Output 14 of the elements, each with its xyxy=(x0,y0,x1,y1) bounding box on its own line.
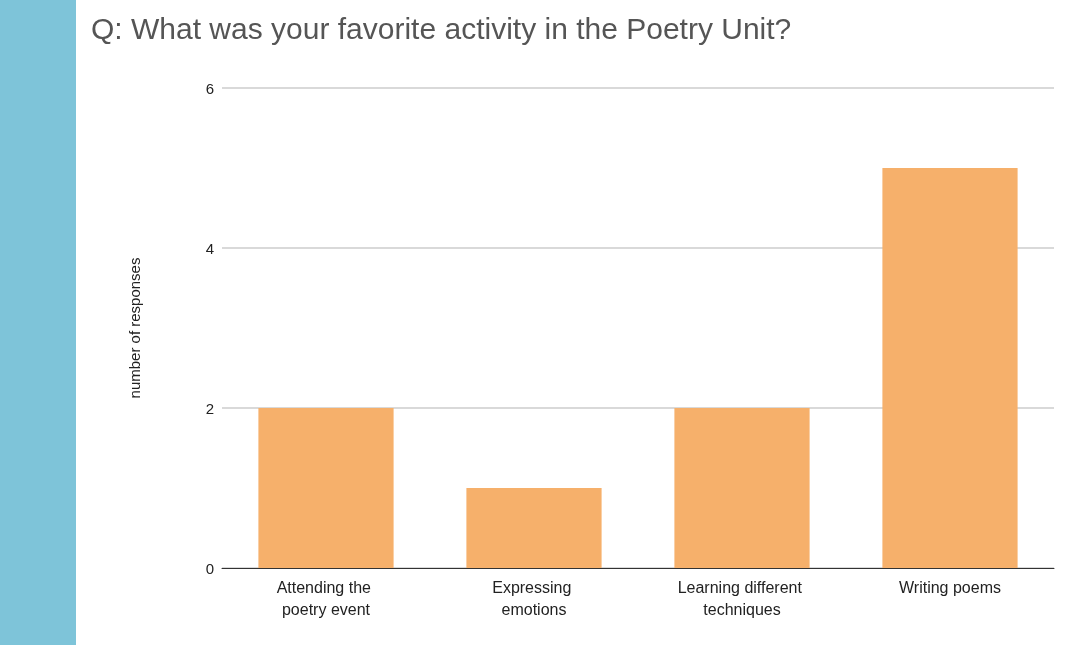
x-tick-label: Expressing emotions xyxy=(492,578,576,618)
y-tick-label: 2 xyxy=(205,399,214,417)
y-axis-title: number of responses xyxy=(126,257,143,399)
y-tick-label: 6 xyxy=(205,79,214,97)
x-tick-label: Attending the poetry event xyxy=(276,578,376,618)
bar xyxy=(466,488,602,568)
y-tick-label: 4 xyxy=(205,239,214,257)
chart-title: Q: What was your favorite activity in the Poetry Unit? xyxy=(91,11,792,45)
x-tick-label: Writing poems xyxy=(899,578,1001,596)
bar xyxy=(674,408,810,568)
bar xyxy=(882,168,1018,568)
y-tick-label: 0 xyxy=(205,559,214,577)
bar xyxy=(258,408,394,568)
x-tick-label: Learning different techniques xyxy=(677,578,807,618)
